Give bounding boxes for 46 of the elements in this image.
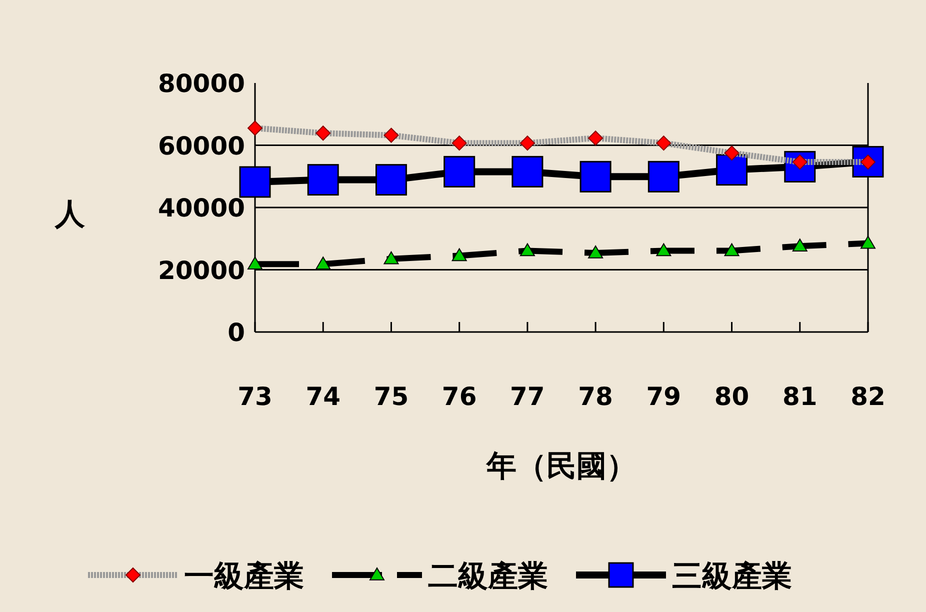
y-tick-label: 80000 [158, 69, 245, 98]
legend-label: 二級產業 [428, 559, 548, 594]
y-tick-label: 40000 [158, 194, 245, 222]
point [384, 128, 399, 143]
point [724, 146, 740, 161]
x-tick-label: 79 [646, 382, 682, 411]
point [248, 120, 262, 136]
point [307, 164, 339, 196]
x-tick-label: 75 [374, 382, 409, 411]
x-tick-label: 74 [306, 382, 341, 411]
point [316, 126, 331, 141]
point [520, 243, 535, 256]
point [239, 166, 271, 198]
point [520, 136, 535, 151]
point [716, 154, 748, 186]
point [452, 136, 467, 151]
x-axis-title: 年（民國） [486, 449, 636, 484]
x-tick-label: 73 [238, 382, 272, 411]
point [656, 136, 672, 151]
x-tick-label: 81 [782, 382, 818, 411]
point [656, 243, 672, 256]
point [375, 164, 407, 196]
point [588, 130, 604, 146]
point [588, 245, 604, 258]
point [860, 236, 876, 249]
point [316, 256, 331, 270]
y-tick-label: 20000 [158, 256, 245, 285]
point [792, 238, 808, 252]
point [648, 160, 680, 192]
x-tick-label: 82 [850, 382, 886, 411]
point [512, 156, 544, 188]
x-tick-label: 78 [578, 382, 613, 411]
legend-label: 一級產業 [184, 559, 304, 594]
legend-label: 三級產業 [672, 559, 792, 594]
point [580, 160, 612, 192]
y-tick-label: 0 [228, 318, 245, 347]
point [452, 248, 467, 262]
x-tick-label: 77 [510, 382, 545, 411]
point [724, 243, 740, 256]
x-tick-label: 76 [442, 382, 477, 411]
y-axis-title: 人 [54, 197, 86, 232]
x-tick-label: 80 [714, 382, 750, 411]
y-tick-label: 60000 [158, 131, 245, 160]
point [384, 251, 399, 264]
point [248, 256, 262, 270]
point [444, 156, 476, 188]
